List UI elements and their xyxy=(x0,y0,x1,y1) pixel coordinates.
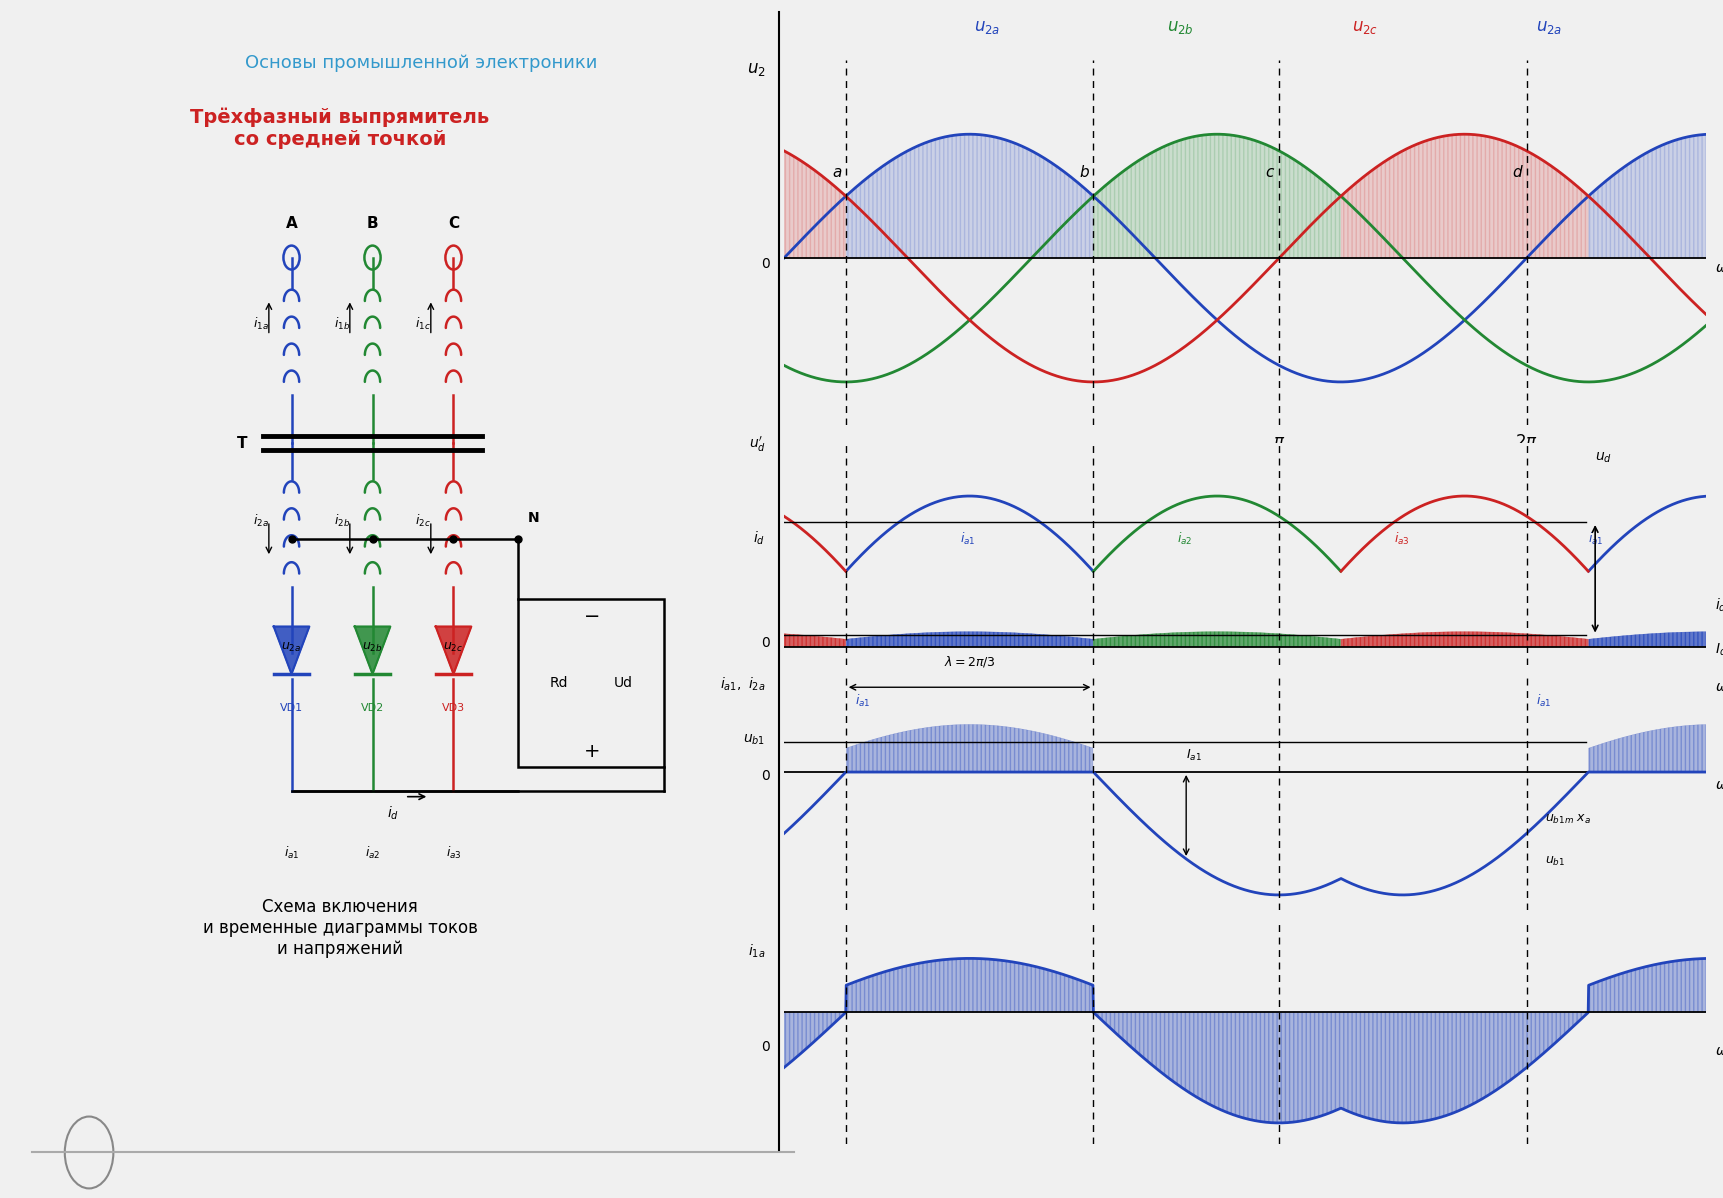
Text: $\lambda=2\pi/3$: $\lambda=2\pi/3$ xyxy=(944,654,996,668)
Text: $i_{1a}$: $i_{1a}$ xyxy=(748,943,765,960)
Text: $+$: $+$ xyxy=(582,742,600,761)
Text: $u_{2b}$: $u_{2b}$ xyxy=(1166,18,1194,36)
Text: Ud: Ud xyxy=(613,676,632,690)
Text: $u_{2c}$: $u_{2c}$ xyxy=(443,641,463,654)
Polygon shape xyxy=(436,627,472,674)
Text: $i_d$: $i_d$ xyxy=(1714,597,1723,613)
Text: $u_{b1m}\ x_a$: $u_{b1m}\ x_a$ xyxy=(1546,812,1590,825)
Text: $u_{2c}$: $u_{2c}$ xyxy=(1351,18,1378,36)
Text: $u_{2a}$: $u_{2a}$ xyxy=(973,18,999,36)
Text: B: B xyxy=(367,216,379,231)
Text: C: C xyxy=(448,216,458,231)
Text: $i_{a1}$: $i_{a1}$ xyxy=(1535,692,1551,709)
Text: VD1: VD1 xyxy=(279,703,303,713)
Polygon shape xyxy=(274,627,310,674)
Text: $i_d$: $i_d$ xyxy=(386,805,398,823)
Text: Трёхфазный выпрямитель
со средней точкой: Трёхфазный выпрямитель со средней точкой xyxy=(191,108,489,150)
Text: $I_{a1}$: $I_{a1}$ xyxy=(1185,748,1203,763)
Text: $i_{a2}$: $i_{a2}$ xyxy=(365,845,381,860)
Text: $i_{1c}$: $i_{1c}$ xyxy=(415,315,431,332)
Text: $i_d$: $i_d$ xyxy=(753,530,765,547)
Text: $\omega t$: $\omega t$ xyxy=(1714,1045,1723,1059)
Text: $u_d'$: $u_d'$ xyxy=(748,435,765,454)
Text: b: b xyxy=(1080,165,1089,180)
Text: $\omega t$: $\omega t$ xyxy=(1714,680,1723,695)
Text: $\omega t$: $\omega t$ xyxy=(1714,261,1723,274)
Text: $u_d$: $u_d$ xyxy=(1595,450,1613,465)
Text: a: a xyxy=(832,165,841,180)
Text: $u_{2a}$: $u_{2a}$ xyxy=(1535,18,1563,36)
Text: c: c xyxy=(1265,165,1273,180)
Text: Схема включения
и временные диаграммы токов
и напряжений: Схема включения и временные диаграммы то… xyxy=(203,898,477,958)
Text: $-$: $-$ xyxy=(582,605,600,624)
Text: $i_{2b}$: $i_{2b}$ xyxy=(334,513,350,530)
Text: 0: 0 xyxy=(762,258,770,271)
Text: $i_{a1}$: $i_{a1}$ xyxy=(855,692,870,709)
Text: $2\pi$: $2\pi$ xyxy=(1515,434,1539,452)
Text: $i_{a2}$: $i_{a2}$ xyxy=(1177,531,1192,547)
Text: $i_{a1}$: $i_{a1}$ xyxy=(284,845,300,860)
Text: A: A xyxy=(286,216,298,231)
Text: d: d xyxy=(1513,165,1523,180)
Text: VD3: VD3 xyxy=(441,703,465,713)
Text: 0: 0 xyxy=(762,769,770,782)
Text: $i_{a3}$: $i_{a3}$ xyxy=(1394,531,1409,547)
Text: $u_{b1}$: $u_{b1}$ xyxy=(1546,854,1564,867)
Text: $i_{a1},\ i_{2a}$: $i_{a1},\ i_{2a}$ xyxy=(720,676,765,692)
Text: VD2: VD2 xyxy=(360,703,384,713)
Text: $u_{2a}$: $u_{2a}$ xyxy=(281,641,302,654)
Text: T: T xyxy=(236,436,246,450)
Text: $i_{a1}$: $i_{a1}$ xyxy=(1589,531,1604,547)
Text: $u_{2b}$: $u_{2b}$ xyxy=(362,641,383,654)
Text: $i_{2c}$: $i_{2c}$ xyxy=(415,513,431,530)
Text: 0: 0 xyxy=(762,636,770,651)
Bar xyxy=(519,599,663,767)
Text: $i_{a1}$: $i_{a1}$ xyxy=(960,531,975,547)
Text: $\pi$: $\pi$ xyxy=(1273,434,1285,452)
Polygon shape xyxy=(355,627,391,674)
Text: $\omega t$: $\omega t$ xyxy=(1714,778,1723,792)
Text: $u_{b1}$: $u_{b1}$ xyxy=(743,732,765,746)
Text: 0: 0 xyxy=(762,1040,770,1054)
Text: $i_{1b}$: $i_{1b}$ xyxy=(334,315,350,332)
Text: $u_2$: $u_2$ xyxy=(746,60,765,78)
Text: $i_{2a}$: $i_{2a}$ xyxy=(253,513,269,530)
Text: N: N xyxy=(527,510,539,525)
Text: Основы промышленной электроники: Основы промышленной электроники xyxy=(245,54,598,72)
Text: $I_d$: $I_d$ xyxy=(1714,642,1723,658)
Text: Rd: Rd xyxy=(550,676,569,690)
Text: $i_{a3}$: $i_{a3}$ xyxy=(446,845,462,860)
Text: $i_{1a}$: $i_{1a}$ xyxy=(253,315,269,332)
